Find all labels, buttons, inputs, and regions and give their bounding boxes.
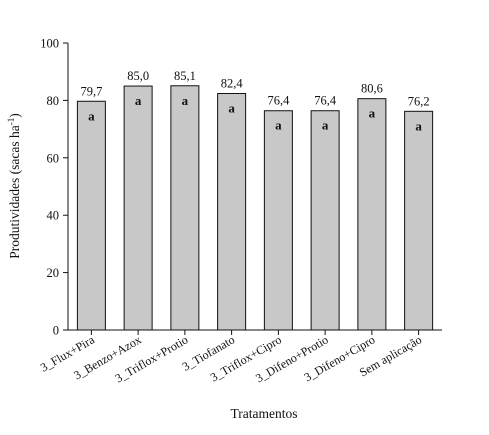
bar-group-letter: a (135, 93, 142, 108)
bar-value-label: 79,7 (80, 84, 102, 98)
bars-group (76, 85, 434, 331)
bar-value-label: 76,4 (267, 94, 290, 108)
y-tick-label: 40 (47, 209, 60, 223)
bar-group-letter: a (228, 101, 235, 116)
bar-value-label: 76,2 (408, 94, 430, 108)
y-tick-label: 20 (47, 266, 60, 280)
y-axis-title-close: ) (7, 113, 22, 118)
bar (357, 98, 387, 331)
bar-value-label: 82,4 (221, 77, 244, 91)
bar (310, 110, 340, 331)
bar (76, 100, 106, 331)
bar (170, 85, 200, 331)
bar-group-letter: a (369, 106, 376, 121)
y-axis-title: Produtividades (sacas ha-1) (6, 113, 22, 258)
y-tick-label: 0 (53, 324, 59, 338)
y-axis-title-unit-exponent: -1 (6, 118, 16, 126)
bar-value-label: 85,0 (127, 69, 149, 83)
bar (123, 85, 153, 331)
bar-group-letter: a (415, 118, 422, 133)
y-tick-label: 100 (40, 37, 59, 51)
x-categories-group: 3_Flux+Pira3_Benzo+Azox3_Triflox+Protio3… (38, 330, 424, 385)
y-tick-label: 60 (47, 151, 60, 165)
y-tick-label: 80 (47, 94, 60, 108)
bar-value-label: 85,1 (174, 69, 196, 83)
bar-group-letter: a (88, 108, 95, 123)
bar (263, 110, 293, 331)
bar (404, 110, 434, 331)
y-axis-title-main: Produtividades (sacas ha (7, 125, 22, 258)
bar-group-letter: a (322, 118, 329, 133)
bar-group-letter: a (275, 118, 282, 133)
labels-group: 79,7 a 85,0 a 85,1 a 82,4 a 76,4 a 76,4 a 80,6 a 76,2 a (80, 69, 429, 134)
y-ticks-group: 0 20 40 60 80 100 (40, 37, 68, 338)
bar-value-label: 76,4 (314, 94, 337, 108)
bar-value-label: 80,6 (361, 82, 383, 96)
bar (217, 93, 247, 331)
bar-group-letter: a (182, 93, 189, 108)
x-axis-title: Tratamentos (231, 406, 298, 421)
